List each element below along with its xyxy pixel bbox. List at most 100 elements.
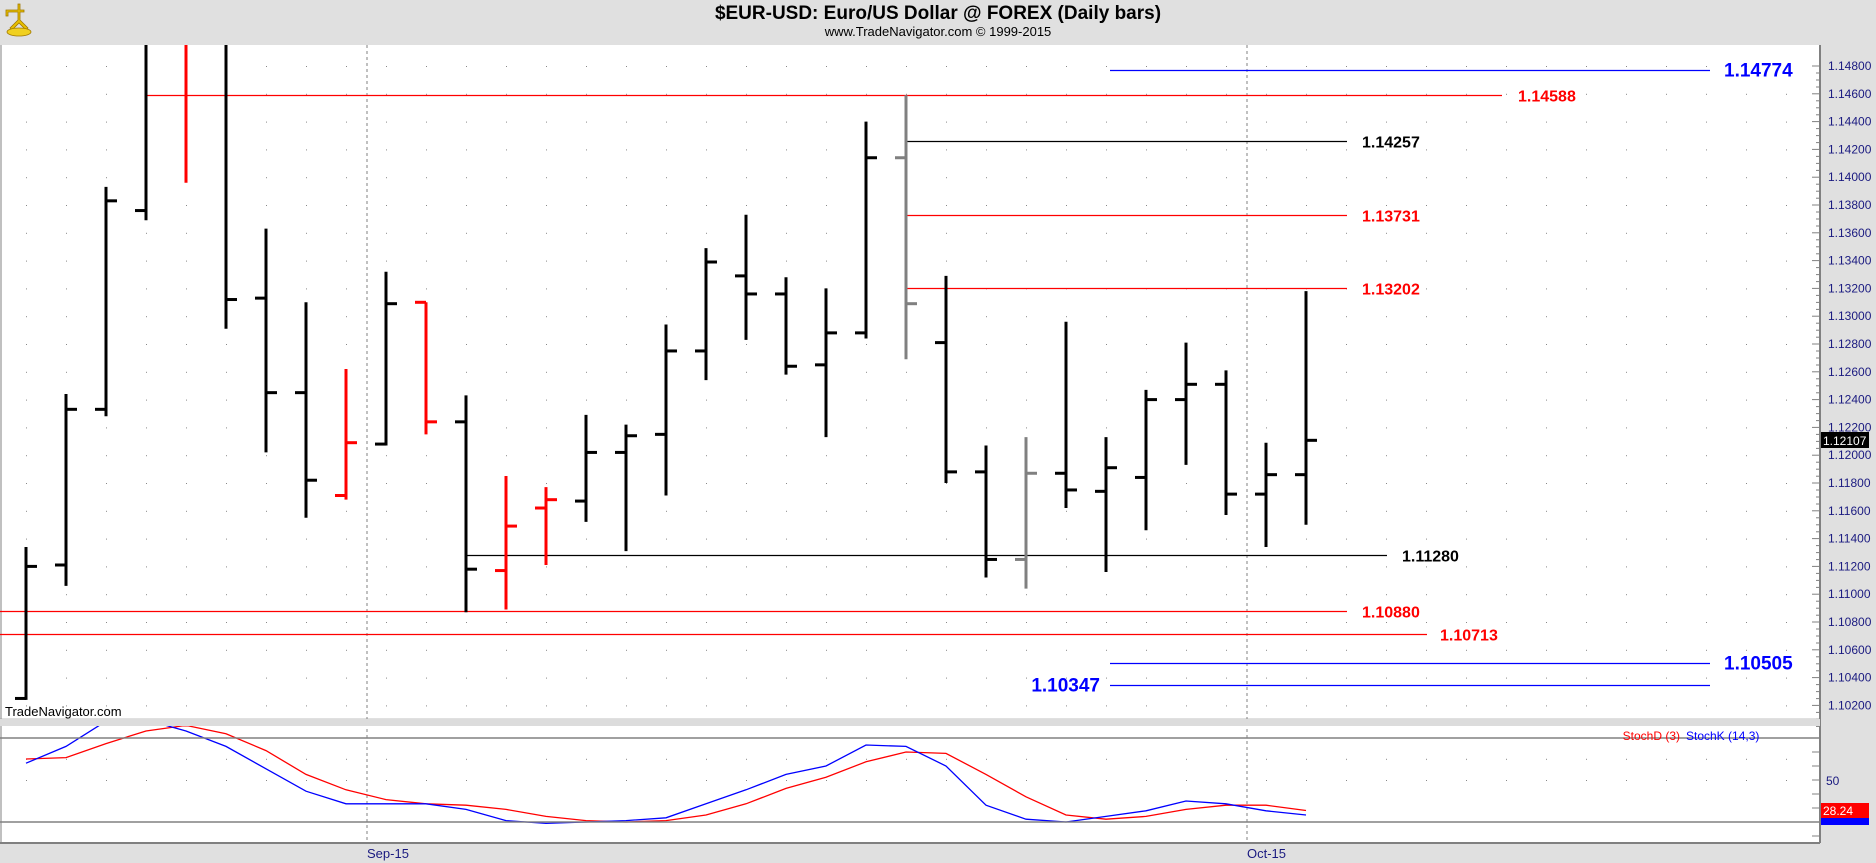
grid-dot	[1666, 538, 1667, 540]
grid-dot	[386, 510, 387, 512]
grid-dot	[226, 649, 227, 651]
grid-dot	[1466, 427, 1467, 429]
grid-dot	[1466, 510, 1467, 512]
grid-dot	[1426, 149, 1427, 151]
grid-dot	[786, 566, 787, 568]
grid-dot	[706, 399, 707, 401]
grid-dot	[1586, 260, 1587, 262]
grid-dot	[1506, 705, 1507, 707]
grid-dot	[546, 399, 547, 401]
grid-dot	[1666, 677, 1667, 679]
grid-dot	[586, 371, 587, 373]
grid-dot	[1306, 758, 1307, 760]
grid-dot	[786, 705, 787, 707]
grid-dot	[1626, 260, 1627, 262]
grid-dot	[1106, 649, 1107, 651]
grid-dot	[1506, 566, 1507, 568]
grid-dot	[1386, 344, 1387, 345]
grid-dot	[666, 538, 667, 540]
grid-dot	[426, 93, 427, 95]
grid-dot	[1786, 344, 1787, 345]
grid-dot	[146, 399, 147, 401]
panel-separator[interactable]	[0, 719, 1820, 726]
grid-dot	[226, 399, 227, 401]
chart-subtitle: www.TradeNavigator.com © 1999-2015	[824, 24, 1052, 39]
grid-dot	[666, 260, 667, 262]
grid-dot	[986, 149, 987, 151]
grid-dot	[1386, 399, 1387, 401]
grid-dot	[186, 566, 187, 568]
price-axis: 1.10200 1.10400 1.10600 1.10800 1.11000 1.112…	[1812, 59, 1872, 727]
grid-dot	[146, 677, 147, 679]
grid-dot	[1106, 93, 1107, 95]
grid-dot	[106, 649, 107, 651]
grid-dot	[1746, 483, 1747, 484]
grid-dot	[346, 316, 347, 318]
grid-dot	[586, 205, 587, 206]
grid-dot	[746, 177, 747, 179]
grid-dot	[826, 594, 827, 596]
grid-dot	[1666, 66, 1667, 67]
grid-dot	[826, 260, 827, 262]
grid-dot	[466, 93, 467, 95]
grid-dot	[26, 149, 27, 151]
grid-dot	[746, 93, 747, 95]
grid-dot	[26, 260, 27, 262]
grid-dot	[1226, 780, 1227, 781]
stochd-value-badge	[1821, 803, 1869, 818]
grid-dot	[746, 649, 747, 651]
grid-dot	[546, 344, 547, 345]
grid-dot	[26, 483, 27, 484]
grid-dot	[626, 758, 627, 760]
grid-dot	[906, 538, 907, 540]
grid-dot	[986, 622, 987, 623]
grid-dot	[1026, 177, 1027, 179]
price-tick-label: 1.11400	[1828, 532, 1871, 546]
grid-dot	[66, 232, 67, 234]
grid-dot	[1666, 705, 1667, 707]
grid-dot	[1506, 455, 1507, 457]
grid-dot	[986, 260, 987, 262]
grid-dot	[1626, 288, 1627, 290]
grid-dot	[1666, 121, 1667, 123]
grid-dot	[186, 594, 187, 596]
grid-dot	[1626, 93, 1627, 95]
grid-dot	[1186, 483, 1187, 484]
grid-dot	[746, 594, 747, 596]
grid-dot	[1066, 260, 1067, 262]
grid-dot	[1226, 316, 1227, 318]
grid-dot	[1346, 121, 1347, 123]
grid-dot	[546, 205, 547, 206]
grid-dot	[786, 66, 787, 67]
grid-dot	[1066, 649, 1067, 651]
grid-dot	[146, 344, 147, 345]
grid-dot	[1426, 371, 1427, 373]
grid-dot	[1226, 205, 1227, 206]
grid-dot	[1266, 780, 1267, 781]
grid-dot	[66, 649, 67, 651]
grid-dot	[906, 780, 907, 781]
grid-dot	[386, 232, 387, 234]
grid-dot	[1026, 344, 1027, 345]
grid-dot	[346, 538, 347, 540]
grid-dot	[1186, 649, 1187, 651]
grid-dot	[426, 705, 427, 707]
grid-dot	[1666, 232, 1667, 234]
grid-dot	[1426, 758, 1427, 760]
grid-dot	[1146, 566, 1147, 568]
grid-dot	[346, 344, 347, 345]
grid-dot	[106, 427, 107, 429]
grid-dot	[426, 510, 427, 512]
grid-dot	[306, 649, 307, 651]
grid-dot	[346, 177, 347, 179]
grid-dot	[506, 93, 507, 95]
grid-dot	[106, 677, 107, 679]
grid-dot	[546, 288, 547, 290]
grid-dot	[1786, 232, 1787, 234]
grid-dot	[1706, 288, 1707, 290]
grid-dot	[1786, 177, 1787, 179]
grid-dot	[1066, 316, 1067, 318]
grid-dot	[986, 371, 987, 373]
grid-dot	[906, 455, 907, 457]
grid-dot	[1106, 371, 1107, 373]
